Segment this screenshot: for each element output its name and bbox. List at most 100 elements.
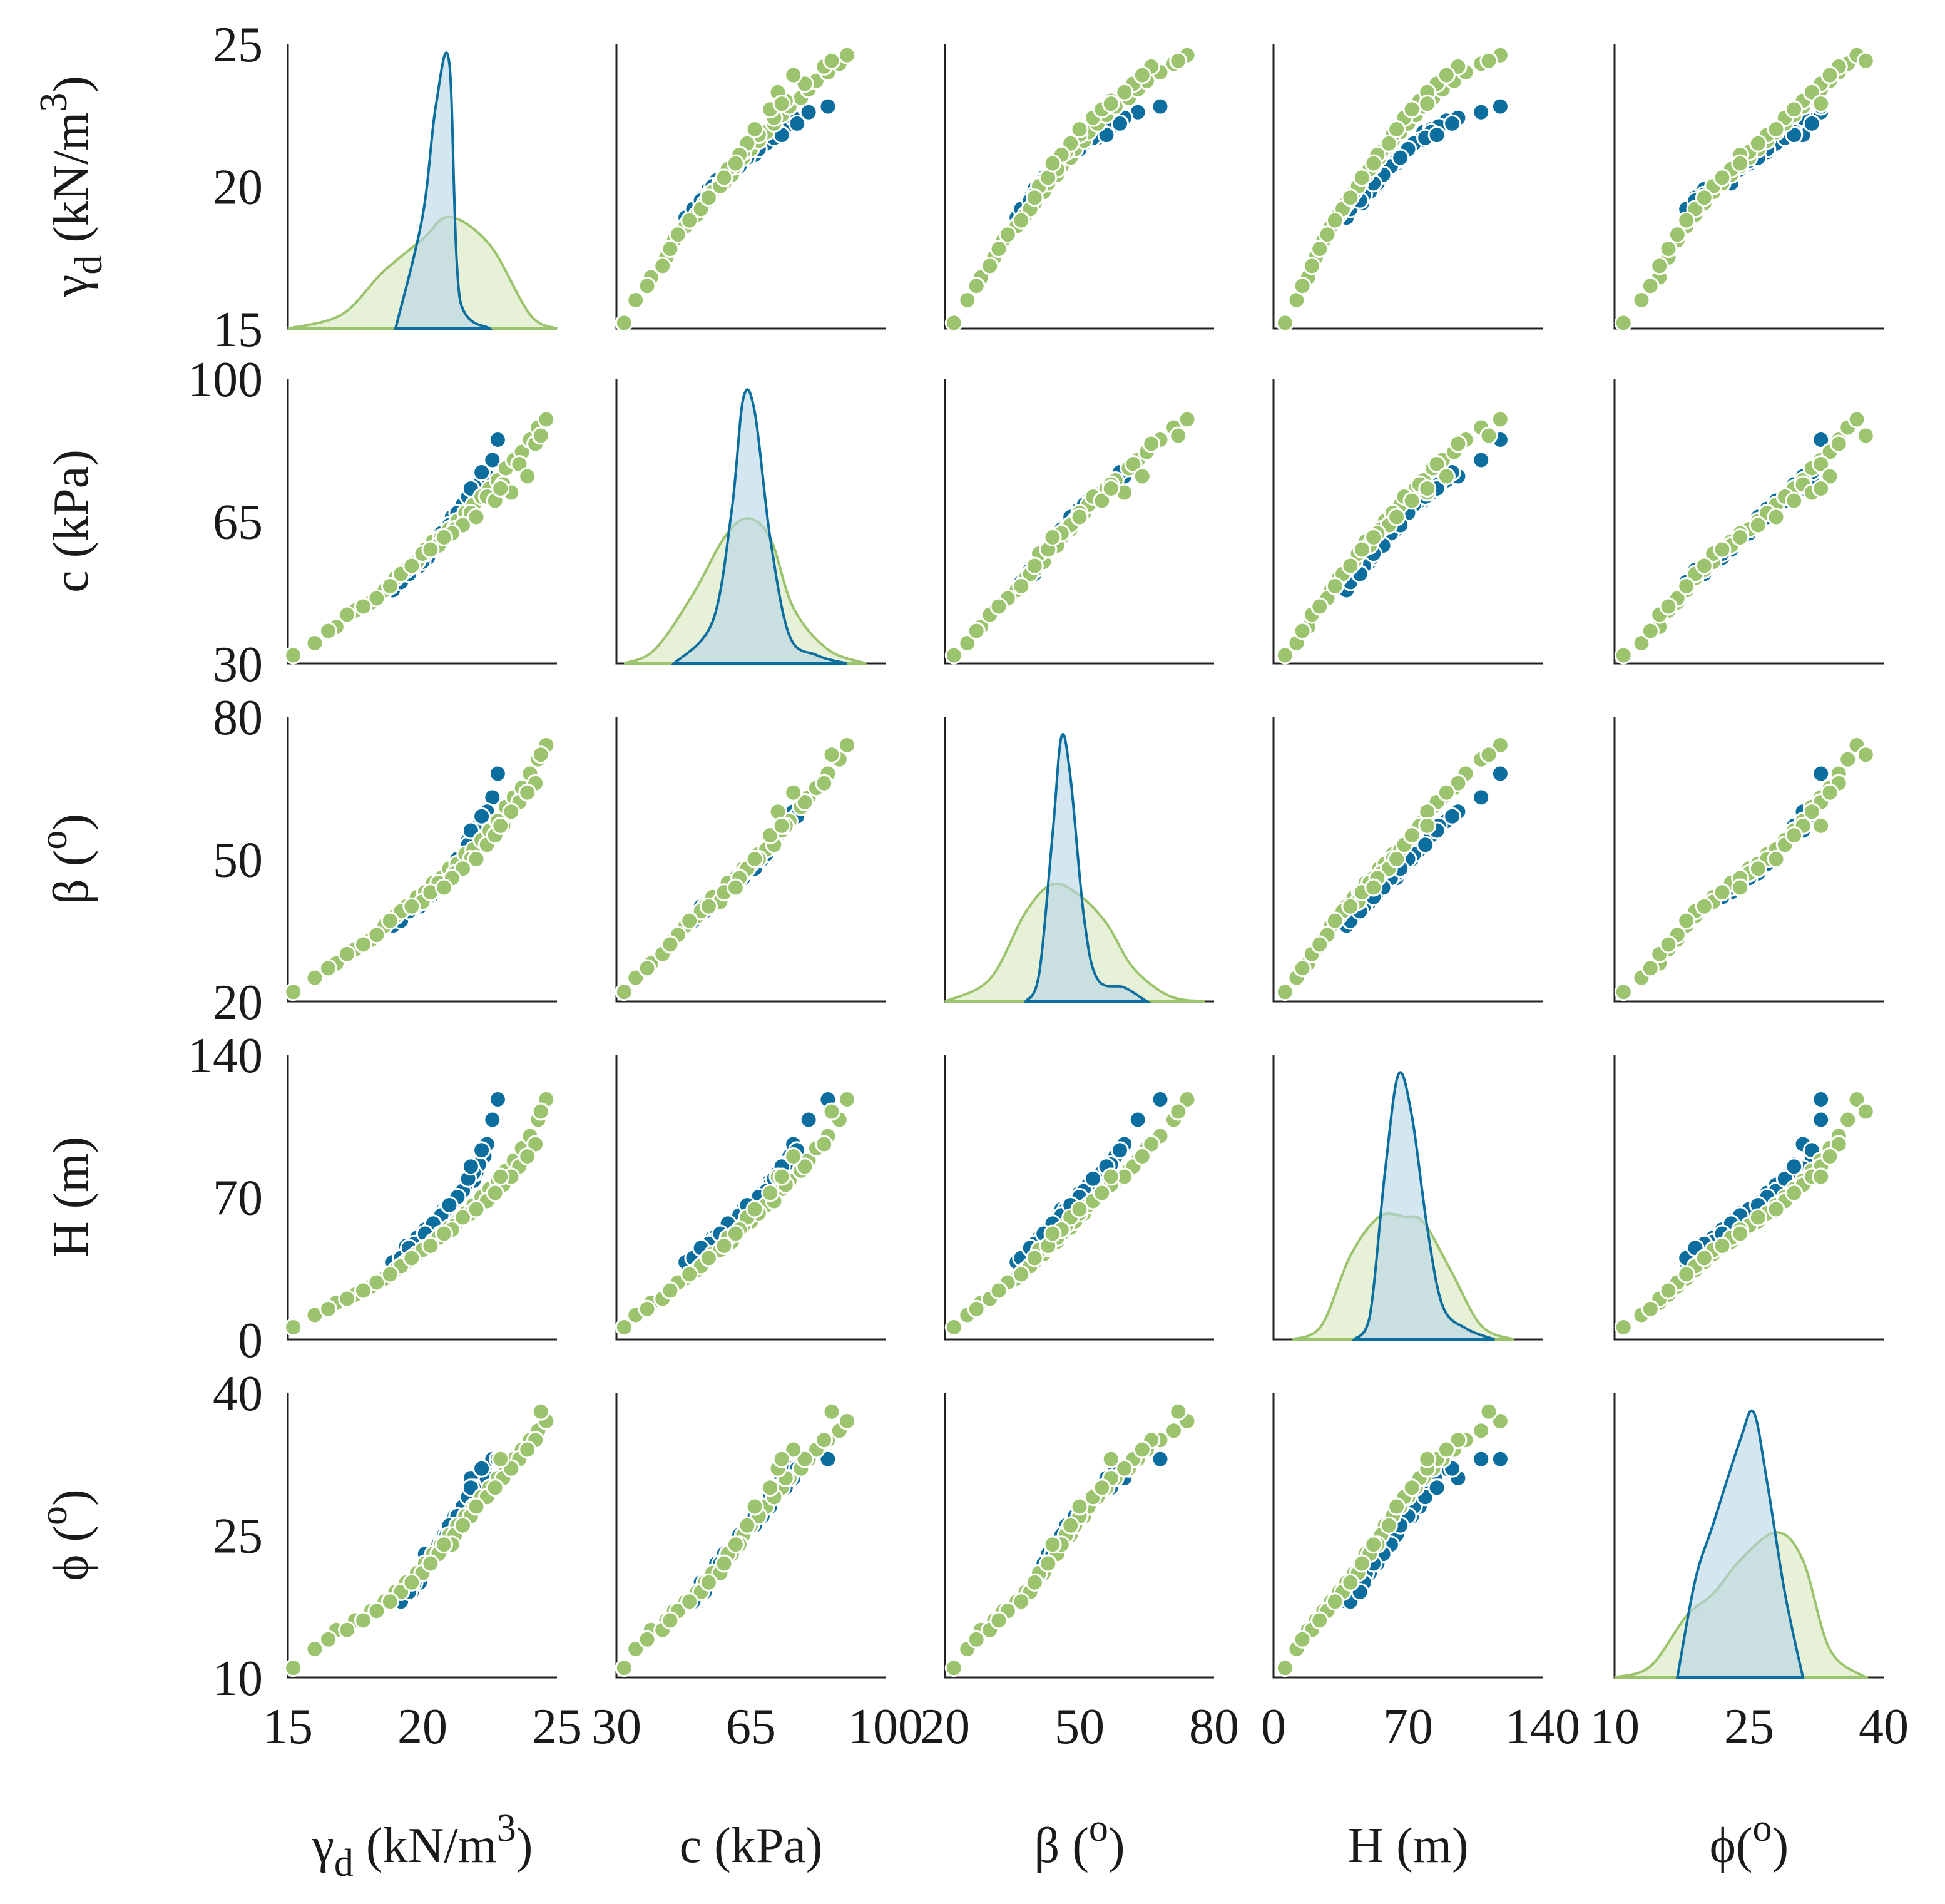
scatter-point-series-b	[784, 1147, 803, 1165]
scatter-point-series-b	[638, 1630, 656, 1649]
x-tick-label: 100	[848, 1699, 923, 1754]
scatter-point-series-b	[1839, 750, 1857, 769]
scatter-point-series-b	[1418, 479, 1437, 498]
scatter-point-series-b	[738, 1516, 757, 1535]
scatter-point-series-b	[1133, 1440, 1151, 1459]
scatter-point-series-b	[380, 577, 399, 595]
scatter-point-series-a	[472, 1141, 491, 1160]
scatter-point-series-b	[1839, 1110, 1857, 1129]
scatter-point-series-b	[668, 225, 687, 244]
scatter-point-series-b	[967, 1299, 986, 1318]
scatter-point-series-b	[434, 1224, 453, 1243]
scatter-point-series-b	[402, 897, 421, 916]
scatter-point-series-b	[454, 1516, 472, 1535]
scatter-point-series-b	[626, 1640, 645, 1658]
y-axis-label-c: c (kPa)	[44, 449, 99, 593]
scatter-point-series-b	[1491, 736, 1509, 754]
scatter-point-series-b	[1641, 277, 1660, 295]
scatter-point-series-b	[1341, 897, 1360, 916]
panel-gd-vs-phi	[1613, 44, 1884, 332]
scatter-point-series-a	[1491, 764, 1509, 783]
scatter-point-series-b	[421, 1237, 440, 1255]
scatter-point-series-a	[1443, 114, 1462, 133]
panel-H-vs-c	[615, 1055, 886, 1341]
scatter-point-series-b	[1101, 1450, 1120, 1468]
scatter-point-series-b	[958, 291, 977, 309]
panel-axes	[944, 44, 1214, 330]
scatter-point-series-b	[761, 1478, 780, 1497]
y-tick-label: 20	[213, 160, 263, 215]
scatter-point-series-b	[467, 1200, 486, 1219]
scatter-point-series-b	[967, 1630, 986, 1649]
scatter-point-series-b	[1169, 1402, 1188, 1421]
scatter-point-series-a	[1427, 1478, 1446, 1497]
scatter-point-series-b	[699, 1249, 718, 1267]
panel-gd-vs-c	[615, 44, 886, 332]
scatter-point-series-b	[1479, 745, 1498, 764]
scatter-point-series-b	[1785, 491, 1804, 510]
panel-axes	[287, 1393, 557, 1679]
scatter-point-series-b	[1318, 225, 1337, 244]
scatter-point-series-b	[367, 1602, 386, 1620]
scatter-point-series-b	[772, 95, 791, 113]
scatter-point-series-b	[1402, 491, 1421, 510]
x-tick-label: 70	[1383, 1699, 1433, 1754]
scatter-point-series-b	[1302, 257, 1321, 275]
scatter-point-series-b	[1115, 1459, 1134, 1478]
y-tick-label: 20	[213, 975, 263, 1030]
scatter-point-series-b	[1659, 1281, 1678, 1300]
scatter-point-series-b	[784, 66, 803, 84]
x-tick-label: 25	[532, 1699, 582, 1754]
scatter-point-series-a	[1151, 97, 1170, 116]
scatter-point-series-b	[1012, 1265, 1031, 1284]
scatter-point-series-b	[1748, 134, 1767, 153]
y-tick-label: 0	[238, 1313, 263, 1368]
scatter-point-series-b	[1310, 935, 1329, 954]
y-axis-label-beta: β (o)	[33, 814, 99, 904]
scatter-point-series-b	[1043, 528, 1062, 546]
scatter-point-series-b	[1731, 154, 1750, 173]
scatter-point-series-a	[1812, 764, 1830, 783]
scatter-point-series-b	[338, 944, 357, 963]
scatter-point-series-b	[680, 1592, 699, 1611]
scatter-point-series-a	[1472, 1450, 1491, 1468]
panel-phi-vs-beta	[944, 1393, 1214, 1679]
scatter-point-series-b	[1614, 983, 1633, 1001]
scatter-point-series-b	[1632, 634, 1651, 652]
scatter-point-series-b	[1133, 467, 1151, 486]
scatter-point-series-b	[680, 911, 699, 930]
panel-phi-vs-H	[1272, 1393, 1543, 1679]
kde-series-a	[1023, 732, 1151, 1003]
scatter-point-series-b	[491, 1167, 510, 1186]
scatter-point-series-b	[1325, 911, 1344, 930]
scatter-point-series-a	[483, 451, 502, 469]
y-axis-label-H: H (m)	[44, 1137, 99, 1257]
scatter-point-series-b	[380, 1592, 399, 1611]
scatter-point-series-a	[1491, 97, 1509, 116]
scatter-point-series-b	[1677, 211, 1696, 230]
scatter-point-series-b	[402, 556, 421, 575]
scatter-point-series-a	[472, 1459, 491, 1478]
scatter-point-series-b	[1310, 240, 1329, 258]
scatter-point-series-b	[772, 1450, 791, 1468]
panel-beta-vs-beta	[944, 717, 1214, 1003]
y-axis-labels: 15 20 25 30 65 100 20 50 80 0 70 140 10 25 40 γd (kN/m3…	[33, 18, 263, 1706]
panel-phi-vs-gd	[284, 1393, 557, 1679]
scatter-point-series-b	[661, 240, 680, 258]
panel-axes	[1613, 44, 1884, 330]
scatter-point-series-a	[1472, 451, 1491, 469]
scatter-point-series-b	[531, 426, 550, 445]
scatter-point-series-a	[1128, 1110, 1147, 1129]
scatter-point-series-b	[1364, 154, 1383, 173]
panel-axes	[287, 379, 557, 665]
scatter-point-series-b	[1479, 1402, 1498, 1421]
scatter-point-series-b	[531, 1102, 550, 1121]
scatter-point-series-b	[1418, 816, 1437, 835]
scatter-point-series-b	[1364, 528, 1383, 546]
scatter-point-series-b	[305, 968, 324, 987]
scatter-point-series-b	[661, 1611, 680, 1630]
panel-axes	[287, 717, 557, 1003]
scatter-point-series-b	[1169, 1102, 1188, 1121]
scatter-point-series-b	[1659, 240, 1678, 258]
x-axis-label-c: c (kPa)	[680, 1818, 823, 1873]
